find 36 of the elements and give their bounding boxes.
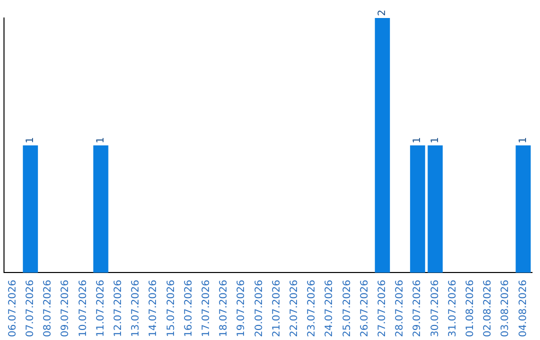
x-tick-label: 06.07.2026 xyxy=(7,280,18,338)
x-tick-label: 14.07.2026 xyxy=(148,280,160,338)
x-tick-label: 04.08.2026 xyxy=(518,280,529,338)
x-tick-label: 27.07.2026 xyxy=(376,280,388,338)
x-tick-label: 09.07.2026 xyxy=(60,280,72,338)
data-label: 1 xyxy=(430,136,441,144)
x-tick-label: 07.07.2026 xyxy=(24,280,36,338)
x-tick-label: 21.07.2026 xyxy=(271,280,282,338)
x-tick-label: 18.07.2026 xyxy=(218,280,230,338)
data-label: 1 xyxy=(518,136,529,144)
x-tick-label: 20.07.2026 xyxy=(254,280,265,338)
x-tick-label: 23.07.2026 xyxy=(306,280,318,338)
x-tick-label: 24.07.2026 xyxy=(324,280,336,338)
data-label: 2 xyxy=(376,10,388,16)
data-label: 1 xyxy=(95,136,106,144)
x-tick-label: 13.07.2026 xyxy=(130,280,142,338)
data-label: 1 xyxy=(24,136,36,144)
x-tick-label: 01.08.2026 xyxy=(464,280,476,338)
x-tick-label: 31.07.2026 xyxy=(447,280,458,338)
x-tick-label: 03.08.2026 xyxy=(500,280,512,338)
x-tick-label: 02.08.2026 xyxy=(482,280,494,338)
x-tick-label: 11.07.2026 xyxy=(95,280,106,338)
x-tick-label: 15.07.2026 xyxy=(166,280,177,338)
x-tick-label: 26.07.2026 xyxy=(359,280,370,338)
x-tick-label: 17.07.2026 xyxy=(200,280,212,338)
x-tick-label: 29.07.2026 xyxy=(412,280,424,338)
x-tick-label: 30.07.2026 xyxy=(430,280,441,338)
x-tick-label: 08.07.2026 xyxy=(42,280,54,338)
x-tick-label: 10.07.2026 xyxy=(78,280,89,338)
x-tick-label: 22.07.2026 xyxy=(288,280,300,338)
x-tick-label: 28.07.2026 xyxy=(394,280,406,338)
x-tick-label: 19.07.2026 xyxy=(236,280,248,338)
x-tick-label: 25.07.2026 xyxy=(342,280,353,338)
x-tick-label: 16.07.2026 xyxy=(183,280,194,338)
data-label: 1 xyxy=(412,136,424,144)
x-tick-label: 12.07.2026 xyxy=(112,280,124,338)
